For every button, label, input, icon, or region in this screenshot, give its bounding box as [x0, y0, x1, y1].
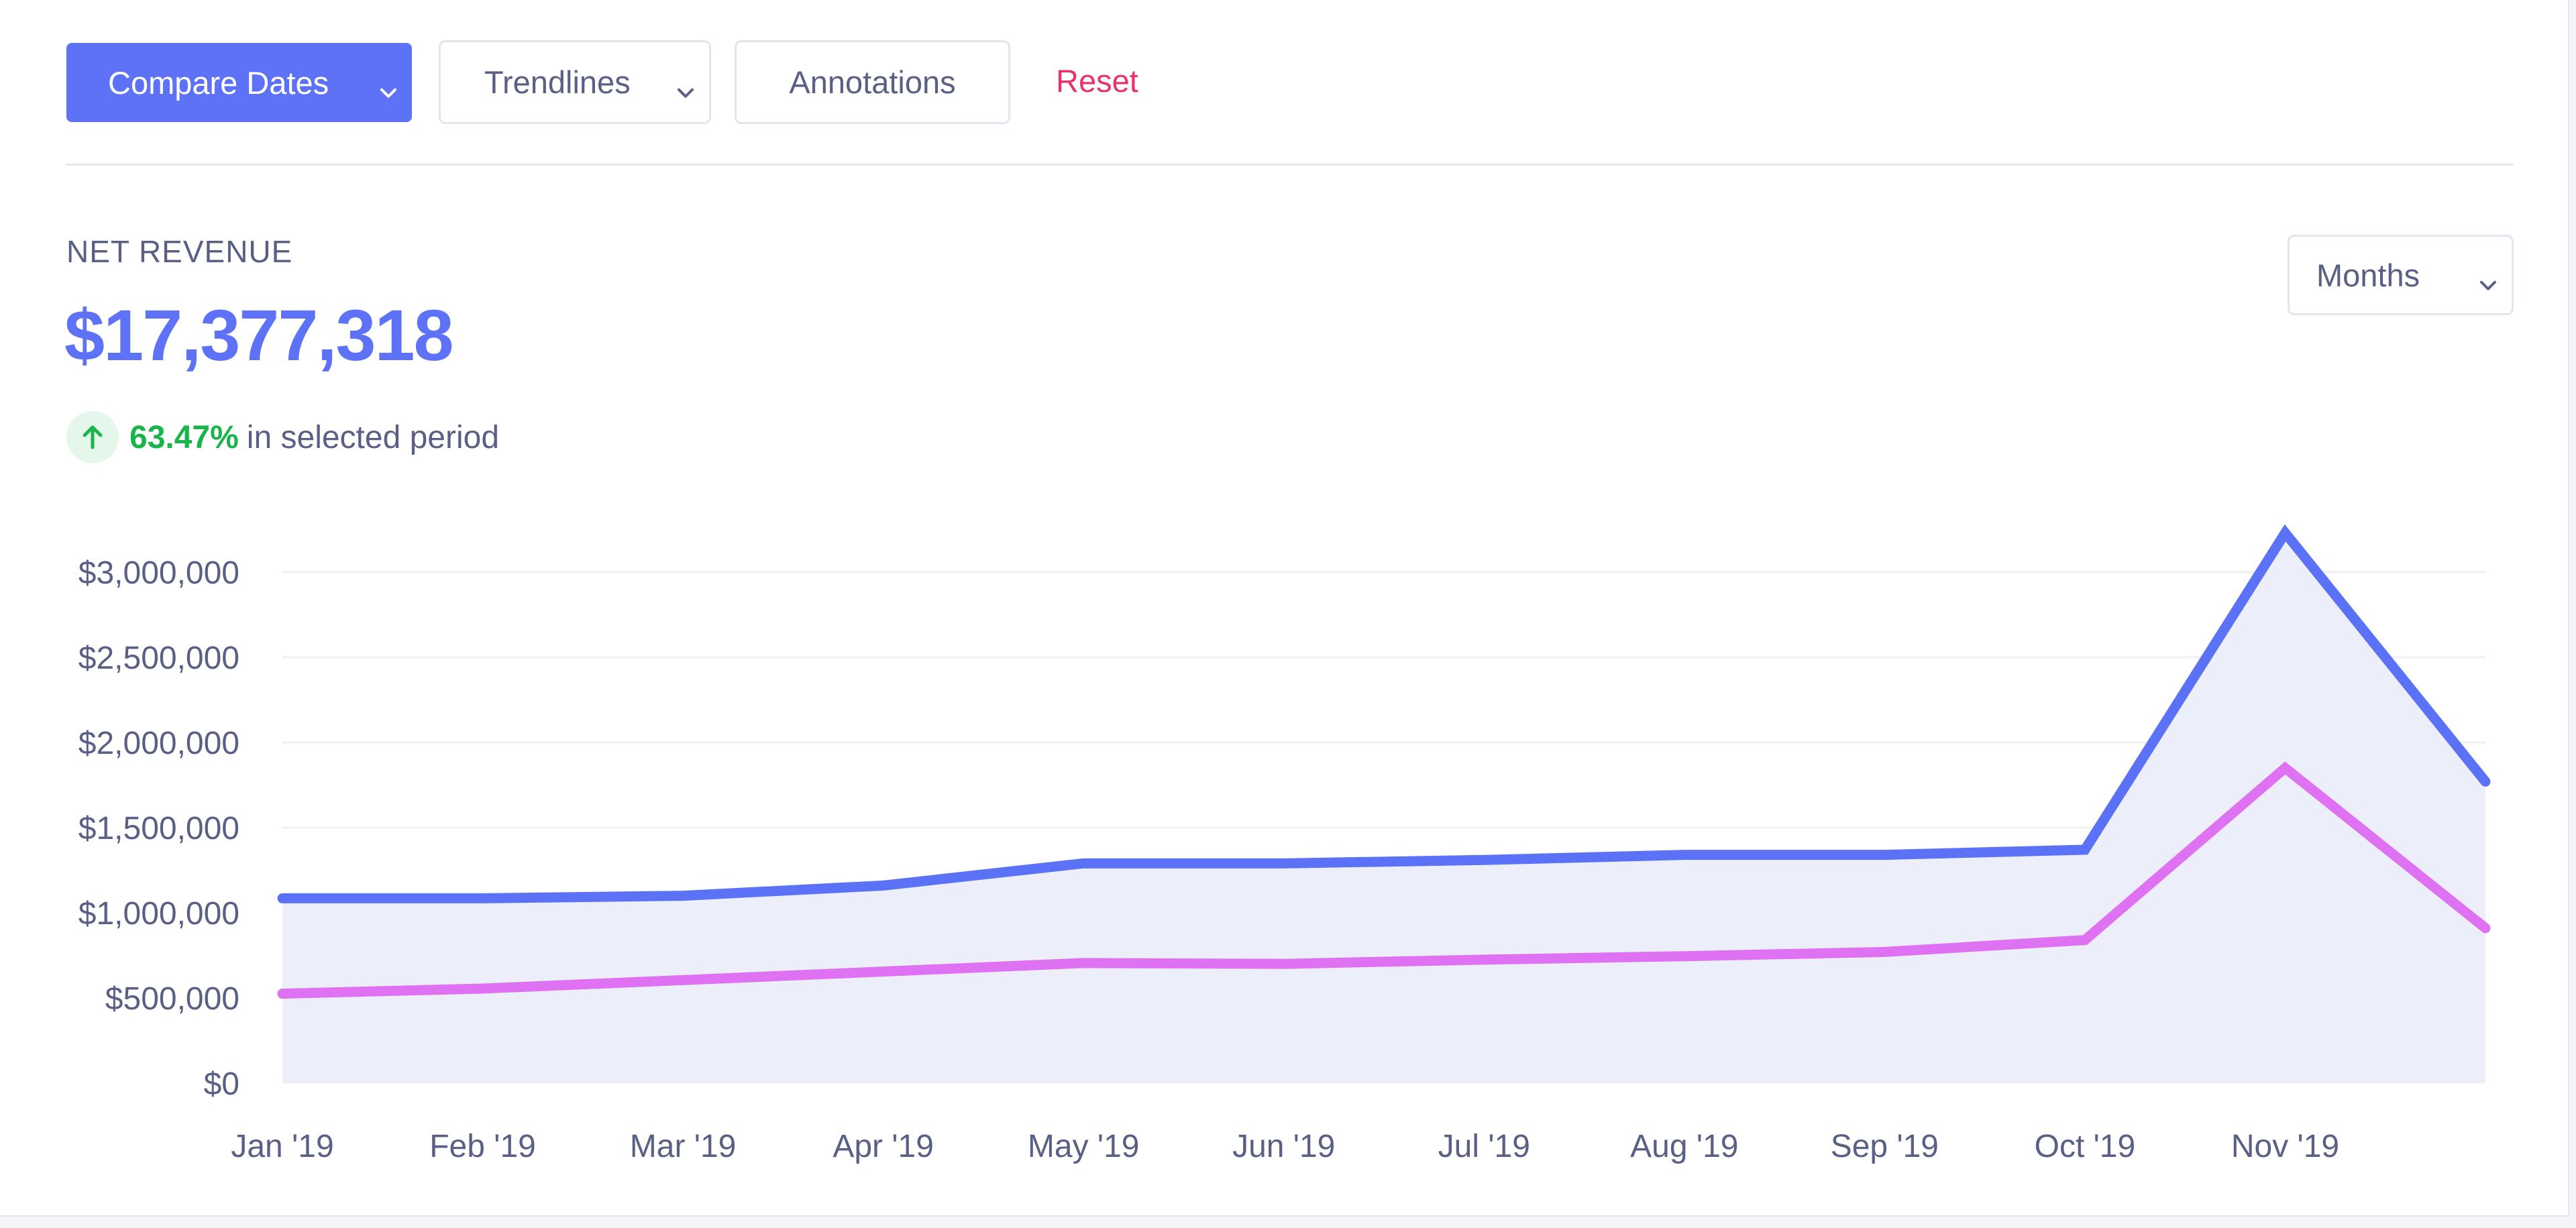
x-tick-label: Nov '19 [2231, 1129, 2339, 1164]
chevron-down-icon [2479, 262, 2497, 299]
chevron-down-icon [380, 70, 397, 107]
change-percent: 63.47% [129, 419, 239, 455]
y-tick-label: $0 [204, 1066, 239, 1102]
toolbar-divider [66, 164, 2514, 166]
trendlines-label: Trendlines [484, 64, 631, 100]
revenue-line-chart: $0 $500,000 $1,000,000 $1,500,000 $2,000,000… [78, 524, 2491, 1164]
x-tick-label: Apr '19 [833, 1129, 934, 1164]
x-tick-label: Jan '19 [231, 1129, 333, 1164]
compare-dates-label: Compare Dates [108, 64, 329, 101]
x-tick-label: Jul '19 [1438, 1129, 1530, 1164]
change-caption: in selected period [246, 419, 500, 455]
x-tick-label: May '19 [1028, 1129, 1140, 1164]
annotations-label: Annotations [789, 64, 956, 100]
y-tick-label: $1,000,000 [78, 896, 239, 932]
trendlines-dropdown[interactable]: Trendlines [439, 40, 711, 124]
x-tick-label: Jun '19 [1232, 1129, 1335, 1164]
arrow-up-icon [66, 411, 119, 463]
x-tick-label: Oct '19 [2035, 1129, 2136, 1164]
y-tick-label: $2,000,000 [78, 726, 239, 761]
series-area [282, 533, 2485, 1083]
x-tick-label: Mar '19 [630, 1129, 737, 1164]
chevron-down-icon [677, 69, 694, 106]
series-line-current [277, 524, 2491, 903]
y-tick-label: $3,000,000 [78, 555, 239, 591]
compare-dates-button[interactable]: Compare Dates [66, 43, 412, 122]
change-indicator: 63.47% in selected period [66, 409, 499, 465]
y-tick-label: $2,500,000 [78, 640, 239, 676]
x-tick-label: Sep '19 [1831, 1129, 1939, 1164]
series-line-compare [277, 761, 2491, 999]
y-tick-label: $1,500,000 [78, 811, 239, 846]
x-tick-label: Aug '19 [1630, 1129, 1738, 1164]
annotations-button[interactable]: Annotations [735, 40, 1010, 124]
x-tick-label: Feb '19 [429, 1129, 536, 1164]
reset-link[interactable]: Reset [1056, 62, 1138, 99]
metric-value: $17,377,318 [64, 294, 454, 376]
granularity-select[interactable]: Months [2288, 235, 2514, 315]
granularity-label: Months [2316, 257, 2420, 293]
y-tick-label: $500,000 [105, 981, 239, 1017]
metric-label: NET REVENUE [66, 234, 293, 269]
